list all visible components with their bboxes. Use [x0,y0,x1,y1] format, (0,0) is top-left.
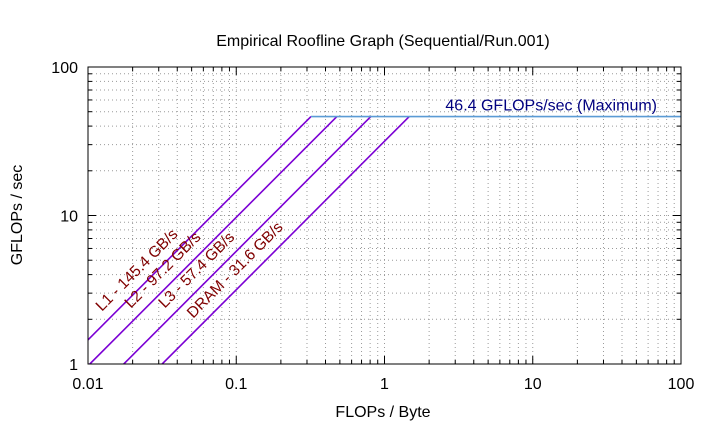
chart-title: Empirical Roofline Graph (Sequential/Run… [216,33,550,50]
plot-frame [87,66,682,365]
grid [88,67,681,364]
tick-labels: 0.01 0.1 1 10 100 1 10 100 [51,60,694,393]
y-tick-label: 1 [69,357,78,374]
x-tick-label: 0.01 [72,376,103,393]
roof-line-dram [161,115,410,364]
x-axis-label: FLOPs / Byte [335,404,430,421]
y-tick-label: 10 [60,209,78,226]
roof-line-l1 [88,115,312,341]
roof-line-l3 [123,115,372,364]
y-axis-label: GFLOPs / sec [9,165,26,265]
x-tick-label: 1 [380,376,389,393]
peak-label: 46.4 GFLOPs/sec (Maximum) [445,98,657,115]
series-layer [88,115,681,364]
x-tick-label: 0.1 [225,376,247,393]
x-tick-label: 100 [668,376,695,393]
x-tick-label: 10 [524,376,542,393]
roof-line-l2 [89,115,338,364]
y-tick-label: 100 [51,60,78,77]
